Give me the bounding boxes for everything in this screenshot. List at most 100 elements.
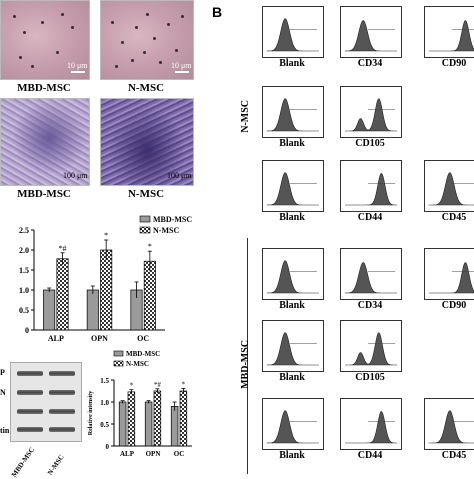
histogram-peak — [345, 411, 398, 444]
legend-swatch — [139, 226, 151, 234]
micrograph-caption: MBD-MSC — [17, 188, 71, 200]
histogram-label: Blank — [279, 138, 305, 149]
legend-swatch — [139, 215, 151, 223]
histogram-peak — [428, 410, 474, 444]
histogram — [428, 172, 474, 206]
legend-swatch — [113, 360, 124, 367]
histogram-peak — [344, 98, 398, 132]
blot-band — [17, 409, 43, 414]
blot-row-label: P — [0, 368, 5, 377]
x-category-label: OC — [137, 334, 149, 343]
histogram-label: Blank — [279, 58, 305, 69]
legend-label: MBD-MSC — [126, 350, 160, 358]
scale-bar-label: 10 μm — [171, 61, 192, 70]
section-divider — [247, 238, 248, 474]
histogram-peak — [266, 332, 319, 366]
cell-dot — [13, 15, 16, 18]
histogram — [344, 98, 398, 132]
cell-dot — [115, 65, 118, 68]
western-blot-image — [10, 362, 82, 442]
histogram-peak — [344, 262, 397, 294]
histogram-label: CD105 — [355, 138, 385, 149]
cell-dot — [61, 13, 64, 16]
scale-bar — [175, 71, 189, 73]
significance-mark: * — [148, 242, 152, 251]
x-category-label: OPN — [91, 334, 108, 343]
cell-dot — [131, 59, 134, 62]
histogram — [266, 332, 319, 366]
histogram-peak — [266, 410, 319, 444]
blot-band — [17, 427, 43, 432]
mineralization-marker-bar-chart: 0 0.5 1.0 1.5 2.0 2.5 *# ALP * OPN * OC MBD-MSC N-MSC — [19, 215, 192, 343]
histogram-label: CD44 — [357, 212, 383, 223]
histogram — [344, 332, 398, 366]
significance-mark: * — [104, 231, 108, 240]
cell-dot — [19, 56, 22, 59]
histogram-panel — [340, 398, 402, 450]
y-tick-label: 1.0 — [100, 399, 109, 407]
micrograph-mbd-msc-100um: 100 μm — [0, 98, 90, 186]
histogram-label: CD90 — [441, 58, 467, 69]
cell-dot — [143, 51, 146, 54]
blot-band — [17, 390, 43, 395]
relative-intensity-bar-chart: 0 0.5 1.0 1.5 Relative intensity * ALP *# OPN * OC… — [88, 350, 192, 458]
cell-dot — [167, 23, 170, 26]
histogram-label: Blank — [279, 372, 305, 383]
blot-row-label: tin — [0, 426, 10, 435]
histogram-peak — [266, 172, 319, 206]
x-category-label: ALP — [48, 334, 64, 343]
y-tick-label: 1.0 — [19, 286, 29, 295]
x-category-label: OPN — [146, 450, 161, 458]
histogram-label: CD45 — [441, 212, 467, 223]
blot-band — [49, 409, 75, 414]
cell-dot — [121, 41, 124, 44]
micrograph-n-msc-10um: 10 μm — [100, 0, 194, 80]
histogram-panel — [424, 160, 474, 212]
histogram-peak — [266, 260, 319, 294]
x-category-label: ALP — [120, 450, 135, 458]
histogram — [429, 20, 474, 52]
histogram-peak — [428, 172, 474, 206]
significance-mark: *# — [59, 244, 67, 253]
cell-dot — [111, 21, 114, 24]
histogram-label: CD90 — [441, 300, 467, 311]
histogram-panel — [424, 248, 474, 300]
y-axis-title: Relative intensity — [88, 391, 94, 436]
y-tick-label: 1.5 — [19, 266, 29, 275]
histogram-label: Blank — [279, 450, 305, 461]
cell-dot — [135, 26, 138, 29]
histogram-peak — [344, 332, 398, 366]
histogram-panel — [340, 6, 402, 58]
histogram — [266, 98, 319, 132]
y-tick-label: 0 — [106, 443, 110, 451]
histogram — [428, 410, 474, 444]
legend-label: MBD-MSC — [153, 215, 192, 224]
histogram-label: CD34 — [357, 300, 383, 311]
y-tick-label: 0 — [25, 326, 29, 335]
cell-dot — [153, 37, 156, 40]
micrograph-caption: MBD-MSC — [17, 82, 71, 94]
x-category-label: OC — [174, 450, 185, 458]
legend-label: N-MSC — [153, 226, 179, 235]
histogram — [266, 260, 319, 294]
histogram-panel — [340, 160, 402, 212]
histogram-panel — [424, 6, 474, 58]
cell-dot — [175, 49, 178, 52]
histogram-panel — [262, 248, 324, 300]
significance-mark: * — [182, 380, 186, 388]
significance-mark: *# — [154, 381, 162, 389]
histogram-panel — [262, 320, 324, 372]
blot-row-label: N — [0, 388, 6, 397]
blot-band — [49, 427, 75, 432]
cell-dot — [159, 61, 162, 64]
histogram-label: CD34 — [357, 58, 383, 69]
micrograph-n-msc-100um: 100 μm — [100, 98, 194, 186]
blot-band — [49, 371, 75, 376]
histogram-label: Blank — [279, 212, 305, 223]
histogram-panel — [262, 86, 324, 138]
cell-dot — [23, 31, 26, 34]
histogram-panel — [424, 398, 474, 450]
histogram-panel — [262, 6, 324, 58]
cell-dot — [71, 26, 74, 29]
